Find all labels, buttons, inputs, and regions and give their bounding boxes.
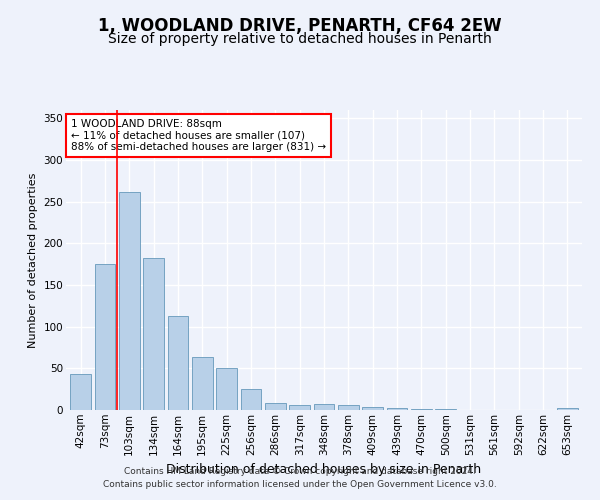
Bar — [557, 408, 578, 410]
Bar — [314, 404, 334, 410]
Bar — [143, 258, 164, 410]
Bar — [411, 409, 432, 410]
Text: 1, WOODLAND DRIVE, PENARTH, CF64 2EW: 1, WOODLAND DRIVE, PENARTH, CF64 2EW — [98, 18, 502, 36]
Bar — [95, 264, 115, 410]
Bar — [70, 374, 91, 410]
Bar — [216, 368, 237, 410]
Text: Contains public sector information licensed under the Open Government Licence v3: Contains public sector information licen… — [103, 480, 497, 489]
Text: 1 WOODLAND DRIVE: 88sqm
← 11% of detached houses are smaller (107)
88% of semi-d: 1 WOODLAND DRIVE: 88sqm ← 11% of detache… — [71, 119, 326, 152]
Bar — [241, 389, 262, 410]
Bar — [192, 356, 212, 410]
Bar — [289, 405, 310, 410]
Bar — [338, 405, 359, 410]
Text: Size of property relative to detached houses in Penarth: Size of property relative to detached ho… — [108, 32, 492, 46]
Bar — [167, 316, 188, 410]
Bar — [265, 404, 286, 410]
Bar — [362, 406, 383, 410]
Text: Contains HM Land Registry data © Crown copyright and database right 2024.: Contains HM Land Registry data © Crown c… — [124, 467, 476, 476]
Bar — [386, 408, 407, 410]
Bar — [436, 409, 456, 410]
Bar — [119, 192, 140, 410]
Y-axis label: Number of detached properties: Number of detached properties — [28, 172, 38, 348]
X-axis label: Distribution of detached houses by size in Penarth: Distribution of detached houses by size … — [166, 463, 482, 476]
